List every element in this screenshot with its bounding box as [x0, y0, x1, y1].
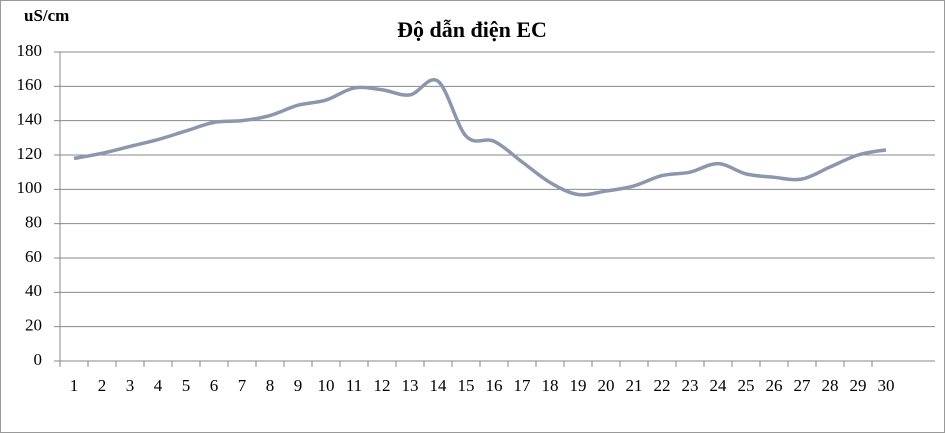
x-tick-label: 21: [626, 376, 643, 395]
x-tick-label: 11: [346, 376, 362, 395]
x-tick-label: 8: [266, 376, 275, 395]
x-tick-label: 28: [822, 376, 839, 395]
x-tick-label: 24: [710, 376, 728, 395]
chart-title: Độ dẫn điện EC: [397, 17, 547, 42]
x-tick-label: 13: [402, 376, 419, 395]
x-tick-label: 5: [182, 376, 191, 395]
x-tick-label: 1: [70, 376, 79, 395]
x-tick-label: 19: [570, 376, 587, 395]
y-tick-label: 140: [17, 110, 43, 129]
x-tick-label: 16: [486, 376, 503, 395]
x-tick-label: 2: [98, 376, 107, 395]
x-tick-label: 20: [598, 376, 615, 395]
data-line: [73, 78, 887, 197]
x-tick-label: 29: [850, 376, 867, 395]
y-tick-label: 80: [25, 213, 42, 232]
x-tick-label: 12: [374, 376, 391, 395]
x-tick-label: 23: [682, 376, 699, 395]
x-tick-label: 25: [738, 376, 755, 395]
x-tick-label: 18: [542, 376, 559, 395]
y-tick-label: 60: [25, 247, 42, 266]
y-axis-label: uS/cm: [24, 6, 69, 25]
y-tick-label: 120: [17, 144, 43, 163]
y-tick-label: 160: [17, 75, 43, 94]
x-tick-label: 14: [430, 376, 448, 395]
x-tick-label: 30: [878, 376, 895, 395]
x-tick-label: 4: [154, 376, 163, 395]
x-tick-label: 26: [766, 376, 783, 395]
x-tick-label: 15: [458, 376, 475, 395]
y-tick-label: 0: [34, 350, 43, 369]
x-tick-label: 17: [514, 376, 532, 395]
x-tick-label: 3: [126, 376, 135, 395]
x-tick-label: 9: [294, 376, 303, 395]
x-tick-label: 22: [654, 376, 671, 395]
x-tick-label: 6: [210, 376, 219, 395]
x-tick-label: 27: [794, 376, 812, 395]
x-tick-label: 7: [238, 376, 247, 395]
y-tick-label: 20: [25, 316, 42, 335]
y-tick-label: 100: [17, 178, 43, 197]
x-tick-label: 10: [318, 376, 335, 395]
y-tick-label: 40: [25, 281, 42, 300]
y-tick-label: 180: [17, 41, 43, 60]
